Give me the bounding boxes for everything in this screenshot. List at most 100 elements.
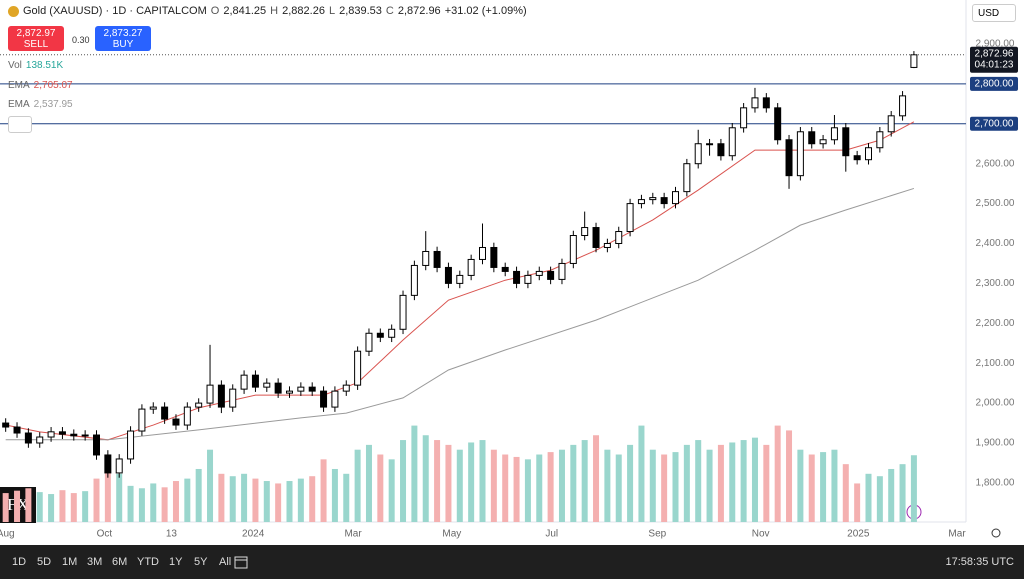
volume-bar [104, 468, 111, 522]
header: Gold (XAUUSD) · 1D · CAPITALCOM O 2,841.2… [8, 5, 527, 17]
legend-row: Vol 138.51K [8, 60, 63, 71]
sell-price: 2,872.97 [16, 28, 56, 39]
candle-body [762, 97, 770, 109]
range-button[interactable]: 1M [62, 556, 78, 568]
volume-bar [751, 437, 758, 522]
volume-bar [354, 449, 361, 522]
candle-body [672, 191, 679, 205]
change: +31.02 (+1.09%) [444, 5, 527, 17]
candle-body [217, 384, 225, 408]
volume-bar [82, 491, 89, 522]
clock: 17:58:35 UTC [945, 556, 1014, 568]
candle-body [637, 199, 645, 205]
buy-button[interactable]: 2,873.27 BUY [95, 26, 151, 51]
price-label: 2,872.96 [975, 48, 1014, 59]
volume-bar [184, 478, 191, 522]
candle-body [195, 402, 203, 408]
candle-body [376, 332, 384, 338]
volume-bar [468, 442, 475, 522]
candle-body [501, 266, 509, 272]
y-tick-label: 2,900.00 [976, 39, 1015, 50]
candle-body [444, 266, 452, 284]
candle-body [830, 127, 838, 141]
candle-body [796, 131, 804, 177]
x-tick-label: May [442, 529, 461, 540]
candle-body [603, 242, 611, 248]
candle-body [842, 127, 850, 157]
range-button[interactable]: 1Y [169, 556, 183, 568]
candle-body [649, 197, 657, 201]
volume-bar [695, 440, 702, 522]
volume-bar [502, 454, 509, 522]
volume-bar [241, 473, 248, 522]
volume-bar [910, 455, 917, 522]
volume-bar [116, 473, 123, 522]
volume-bar [604, 449, 611, 522]
volume-bar [14, 490, 21, 522]
candle-body [251, 374, 259, 388]
volume-bar [865, 473, 872, 522]
range-button[interactable]: YTD [137, 556, 159, 568]
volume-bar [70, 493, 77, 522]
volume-bar [275, 483, 282, 522]
range-button[interactable]: 6M [112, 556, 128, 568]
x-tick-label: Jul [545, 529, 558, 540]
candle-body [433, 250, 441, 268]
volume-bar [513, 456, 520, 522]
volume-bar [774, 425, 781, 522]
range-button[interactable]: 3M [87, 556, 103, 568]
candle-body [161, 406, 169, 420]
candle-body [24, 432, 32, 444]
candle-body [535, 270, 543, 276]
candle-body [728, 127, 736, 157]
volume-bar [763, 444, 770, 522]
candle-body [774, 107, 782, 141]
level-box [970, 116, 1018, 131]
sell-button[interactable]: 2,872.97 SELL [8, 26, 64, 51]
volume-bar [150, 483, 157, 522]
y-tick-label: 2,000.00 [976, 398, 1015, 409]
volume-bar [558, 449, 565, 522]
low: 2,839.53 [339, 5, 382, 17]
volume-bar [218, 473, 225, 522]
candle-body [93, 434, 100, 456]
chart: FX 1,800.001,900.002,000.002,100.002,200… [0, 0, 1018, 540]
legend-row: EMA 2,705.07 [8, 80, 73, 91]
y-tick-label: 2,200.00 [976, 318, 1015, 329]
candle-body [706, 143, 714, 146]
candle-body [592, 227, 600, 248]
candle-body [297, 386, 305, 392]
symbol: Gold (XAUUSD) · 1D · CAPITALCOM [23, 5, 207, 17]
volume-bar [593, 435, 600, 522]
volume-bar [388, 459, 395, 522]
volume-bar [309, 476, 316, 522]
collapse-button[interactable] [8, 116, 32, 133]
spread: 0.30 [72, 35, 90, 45]
candle-body [547, 270, 555, 280]
y-tick-label: 2,400.00 [976, 238, 1015, 249]
currency[interactable]: USD [972, 4, 1016, 22]
settings-icon[interactable] [991, 528, 1001, 538]
range-button[interactable]: 5D [37, 556, 52, 568]
volume-bar [127, 485, 134, 522]
volume-bar [2, 493, 9, 522]
volume-bar [706, 449, 713, 522]
candle-body [127, 430, 135, 460]
volume-bar [434, 440, 441, 522]
volume-bar [456, 449, 463, 522]
range-button[interactable]: All [219, 556, 232, 568]
range-button[interactable]: 5Y [194, 556, 208, 568]
calendar-icon[interactable] [233, 554, 249, 570]
volume-bar [547, 452, 554, 522]
candle-body [717, 143, 725, 157]
range-button[interactable]: 1D [12, 556, 27, 568]
x-tick-label: Sep [648, 529, 666, 540]
candle-body [490, 246, 498, 268]
volume-bar [854, 483, 861, 522]
candle-body [365, 332, 373, 352]
volume-bar [331, 468, 338, 522]
label: H [270, 5, 279, 17]
volume-bar [229, 476, 236, 522]
volume-bar [649, 449, 656, 522]
level-box [970, 76, 1018, 91]
